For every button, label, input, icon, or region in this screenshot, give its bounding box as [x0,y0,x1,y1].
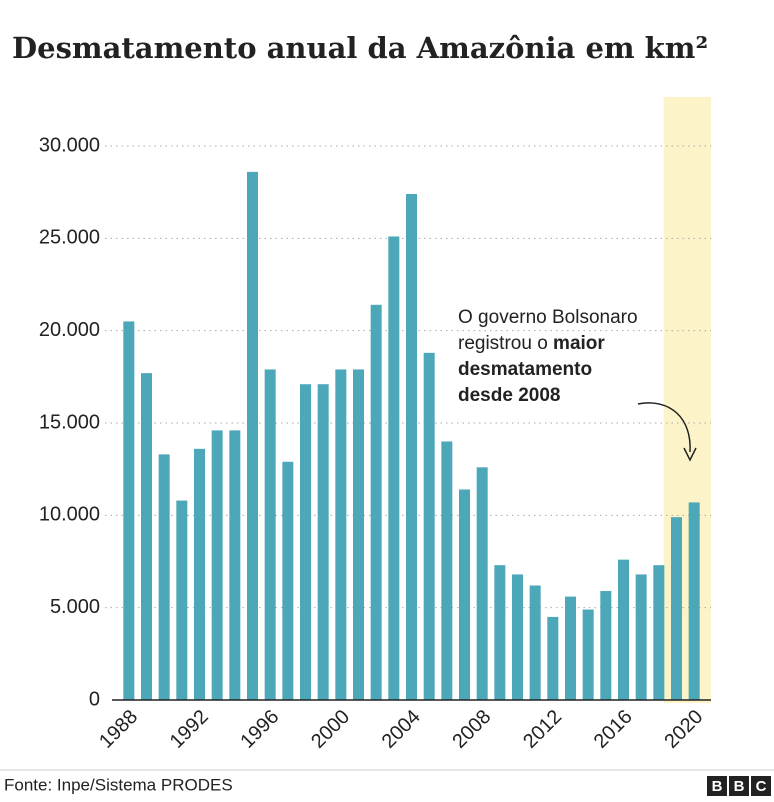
x-tick-label: 2008 [448,706,495,753]
x-tick-label: 1996 [236,706,283,753]
bar [671,517,682,700]
bar [158,454,170,700]
bar [335,369,347,700]
highlight-band [663,97,711,703]
bar [317,384,329,700]
bar [264,369,276,700]
annotation-line: desmatamento [458,359,592,380]
x-tick-label: 1988 [95,706,142,753]
bar [441,441,453,700]
y-tick-label: 20.000 [39,319,100,341]
bar [370,304,382,700]
logo-box [729,776,749,796]
x-tick-label: 2020 [660,706,707,753]
logo-letter: C [756,778,767,795]
logo-box [707,776,727,796]
x-tick-label: 2004 [378,706,425,753]
annotation-line: O governo Bolsonaro [458,307,638,328]
bar [282,461,294,700]
annotation-text: maior [553,333,605,354]
logo-box [751,776,771,796]
logo-letter: B [712,778,723,795]
annotation-text: registrou o [458,333,553,354]
source: Fonte: Inpe/Sistema PRODES [4,775,233,794]
bar [194,448,205,700]
bar [635,574,647,700]
bar [688,502,700,700]
bar [512,574,523,700]
x-tick-label: 2012 [519,706,566,753]
bar [494,565,506,700]
arrow-head [683,447,697,462]
annotation-line: registrou o maior [458,333,605,354]
bar [247,171,258,700]
annotation-text: desmatamento [458,359,592,380]
y-tick-label: 10.000 [39,504,100,526]
bar [123,321,135,700]
bar [529,585,541,700]
bar [618,559,629,700]
bar [459,489,470,700]
logo-letter: B [734,778,745,795]
x-tick-label: 2000 [307,706,354,753]
bar [476,467,488,700]
bar [565,596,576,700]
y-tick-label: 30.000 [39,134,100,156]
bar [388,236,400,700]
y-tick-label: 25.000 [39,227,100,249]
bar [300,384,311,700]
annotation-arrow [637,402,691,453]
y-tick-label: 0 [89,688,100,710]
x-tick-label: 1992 [166,706,213,753]
annotation-text: O governo Bolsonaro [458,307,638,328]
bar [406,194,417,700]
bar [547,616,559,700]
bar [176,500,188,700]
bar [600,591,612,700]
bar [423,352,435,700]
annotation-line: desde 2008 [458,385,560,406]
bar [229,430,241,700]
bar [653,565,665,700]
x-tick-label: 2016 [590,706,637,753]
bar [141,373,152,700]
annotation: O governo Bolsonaro registrou o maior desm… [458,307,638,406]
bar [211,430,223,700]
y-tick-label: 15.000 [39,411,100,433]
bar [582,609,594,700]
annotation-text: desde 2008 [458,385,560,406]
chart-title: Desmatamento anual da Amazônia em km² [12,31,708,65]
bar [353,369,364,700]
y-tick-label: 5.000 [50,596,100,618]
